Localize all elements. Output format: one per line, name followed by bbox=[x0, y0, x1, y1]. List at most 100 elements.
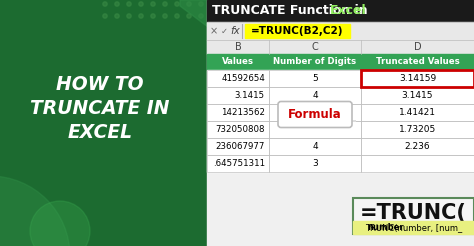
Bar bbox=[269, 121, 361, 138]
Text: 4: 4 bbox=[312, 91, 318, 100]
Bar bbox=[361, 70, 474, 87]
Bar bbox=[207, 0, 474, 246]
Circle shape bbox=[103, 14, 107, 18]
Bar bbox=[269, 70, 361, 87]
Bar bbox=[269, 87, 361, 104]
Bar bbox=[269, 138, 361, 155]
Bar bbox=[207, 121, 269, 138]
Bar bbox=[0, 0, 210, 246]
Bar bbox=[269, 121, 361, 138]
Bar bbox=[361, 138, 474, 155]
Bar bbox=[361, 54, 474, 70]
Text: EXCEL: EXCEL bbox=[67, 123, 133, 141]
Circle shape bbox=[127, 14, 131, 18]
Text: Values: Values bbox=[222, 58, 254, 66]
Circle shape bbox=[151, 2, 155, 6]
Circle shape bbox=[115, 2, 119, 6]
Bar bbox=[207, 121, 269, 138]
Circle shape bbox=[199, 2, 203, 6]
Circle shape bbox=[127, 2, 131, 6]
Text: 3: 3 bbox=[312, 159, 318, 168]
Text: 3.14159: 3.14159 bbox=[399, 74, 436, 83]
Bar bbox=[269, 155, 361, 172]
Bar bbox=[361, 121, 474, 138]
Circle shape bbox=[139, 2, 143, 6]
Text: ✓: ✓ bbox=[220, 27, 228, 35]
Circle shape bbox=[187, 14, 191, 18]
Circle shape bbox=[163, 2, 167, 6]
Circle shape bbox=[103, 2, 107, 6]
Text: 236067977: 236067977 bbox=[216, 142, 265, 151]
Text: C: C bbox=[311, 42, 319, 52]
FancyBboxPatch shape bbox=[353, 198, 474, 234]
Text: TRUNC(number, [num_: TRUNC(number, [num_ bbox=[365, 223, 462, 232]
Text: 2.236: 2.236 bbox=[405, 142, 430, 151]
Polygon shape bbox=[310, 121, 356, 124]
Text: 4: 4 bbox=[312, 142, 318, 151]
Text: ×: × bbox=[210, 26, 218, 36]
Text: 3.1415: 3.1415 bbox=[235, 91, 265, 100]
Circle shape bbox=[30, 201, 90, 246]
Text: number: number bbox=[367, 223, 404, 232]
Circle shape bbox=[175, 14, 179, 18]
Bar bbox=[269, 138, 361, 155]
Text: 41592654: 41592654 bbox=[221, 74, 265, 83]
FancyBboxPatch shape bbox=[278, 102, 352, 127]
Bar bbox=[269, 87, 361, 104]
Circle shape bbox=[163, 14, 167, 18]
Bar bbox=[269, 155, 361, 172]
Text: TRUNCATE IN: TRUNCATE IN bbox=[30, 98, 170, 118]
Bar bbox=[269, 70, 361, 87]
Bar bbox=[207, 87, 269, 104]
Bar bbox=[361, 70, 474, 87]
Text: B: B bbox=[235, 42, 241, 52]
Text: 732050808: 732050808 bbox=[216, 125, 265, 134]
Text: 1.73205: 1.73205 bbox=[399, 125, 436, 134]
Text: 3.1415: 3.1415 bbox=[402, 91, 433, 100]
Bar bbox=[207, 22, 474, 40]
Text: Truncated Values: Truncated Values bbox=[375, 58, 459, 66]
Bar bbox=[207, 138, 269, 155]
Text: HOW TO: HOW TO bbox=[56, 75, 144, 93]
Circle shape bbox=[0, 176, 70, 246]
Text: Number of Digits: Number of Digits bbox=[273, 58, 356, 66]
Circle shape bbox=[151, 14, 155, 18]
Bar bbox=[207, 40, 474, 54]
Bar bbox=[361, 121, 474, 138]
Text: 5: 5 bbox=[312, 74, 318, 83]
Text: .645751311: .645751311 bbox=[213, 159, 265, 168]
Bar bbox=[207, 138, 269, 155]
Circle shape bbox=[139, 14, 143, 18]
Text: 14213562: 14213562 bbox=[221, 108, 265, 117]
Circle shape bbox=[187, 2, 191, 6]
Text: D: D bbox=[414, 42, 421, 52]
Bar bbox=[361, 87, 474, 104]
Bar bbox=[361, 87, 474, 104]
Circle shape bbox=[115, 14, 119, 18]
Bar bbox=[207, 54, 269, 70]
Bar bbox=[207, 0, 474, 22]
Bar bbox=[361, 155, 474, 172]
Bar bbox=[269, 104, 361, 121]
Bar bbox=[207, 104, 269, 121]
Bar bbox=[361, 155, 474, 172]
Bar bbox=[361, 138, 474, 155]
Bar bbox=[207, 70, 269, 87]
Polygon shape bbox=[180, 0, 260, 66]
Text: TRUNCATE Function in: TRUNCATE Function in bbox=[212, 4, 372, 17]
Bar bbox=[269, 54, 361, 70]
Text: Formula: Formula bbox=[288, 108, 342, 121]
Text: 1.41421: 1.41421 bbox=[399, 108, 436, 117]
Circle shape bbox=[175, 2, 179, 6]
Bar bbox=[207, 70, 269, 87]
Text: =TRUNC(: =TRUNC( bbox=[360, 203, 467, 223]
Circle shape bbox=[199, 14, 203, 18]
Bar bbox=[207, 155, 269, 172]
Bar bbox=[207, 104, 269, 121]
Text: Excel: Excel bbox=[330, 4, 366, 17]
Bar bbox=[361, 104, 474, 121]
Bar bbox=[361, 70, 474, 87]
Text: fx: fx bbox=[230, 26, 240, 36]
Bar bbox=[269, 104, 361, 121]
Bar bbox=[353, 221, 474, 234]
